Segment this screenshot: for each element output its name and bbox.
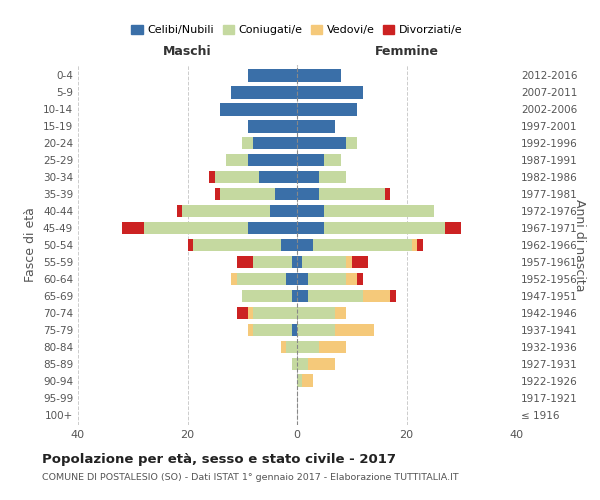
Bar	[237, 272, 286, 285]
Bar	[335, 324, 374, 336]
Bar	[297, 86, 362, 99]
Bar	[281, 238, 297, 252]
Bar	[297, 290, 308, 302]
Bar	[352, 256, 368, 268]
Text: Popolazione per età, sesso e stato civile - 2017: Popolazione per età, sesso e stato civil…	[42, 452, 396, 466]
Bar	[259, 170, 297, 183]
Bar	[297, 306, 335, 320]
Bar	[248, 306, 253, 320]
Bar	[286, 272, 297, 285]
Bar	[313, 238, 412, 252]
Bar	[325, 154, 341, 166]
Y-axis label: Fasce di età: Fasce di età	[25, 208, 37, 282]
Bar	[220, 188, 275, 200]
Bar	[215, 170, 259, 183]
Bar	[297, 340, 319, 353]
Bar	[390, 290, 395, 302]
Text: COMUNE DI POSTALESIO (SO) - Dati ISTAT 1° gennaio 2017 - Elaborazione TUTTITALIA: COMUNE DI POSTALESIO (SO) - Dati ISTAT 1…	[42, 472, 458, 482]
Bar	[237, 256, 253, 268]
Bar	[297, 120, 335, 132]
Bar	[275, 188, 297, 200]
Legend: Celibi/Nubili, Coniugati/e, Vedovi/e, Divorziati/e: Celibi/Nubili, Coniugati/e, Vedovi/e, Di…	[127, 20, 467, 40]
Text: Femmine: Femmine	[374, 45, 439, 58]
Bar	[297, 103, 357, 116]
Bar	[325, 204, 434, 218]
Bar	[346, 256, 352, 268]
Bar	[319, 340, 346, 353]
Bar	[297, 204, 325, 218]
Y-axis label: Anni di nascita: Anni di nascita	[573, 198, 586, 291]
Bar	[248, 69, 297, 82]
Bar	[182, 204, 269, 218]
Bar	[237, 306, 248, 320]
Bar	[308, 272, 346, 285]
Bar	[297, 374, 302, 387]
Bar	[445, 222, 461, 234]
Bar	[319, 188, 385, 200]
Bar	[232, 272, 237, 285]
Bar	[286, 340, 297, 353]
Bar	[308, 290, 362, 302]
Bar	[292, 256, 297, 268]
Bar	[209, 170, 215, 183]
Bar	[215, 188, 220, 200]
Bar	[253, 136, 297, 149]
Bar	[297, 136, 346, 149]
Bar	[308, 358, 335, 370]
Bar	[302, 374, 313, 387]
Bar	[292, 358, 297, 370]
Bar	[220, 103, 297, 116]
Bar	[248, 222, 297, 234]
Text: Maschi: Maschi	[163, 45, 212, 58]
Bar	[248, 120, 297, 132]
Bar	[297, 154, 325, 166]
Bar	[242, 290, 292, 302]
Bar	[281, 340, 286, 353]
Bar	[253, 306, 297, 320]
Bar	[232, 86, 297, 99]
Bar	[335, 306, 346, 320]
Bar	[302, 256, 346, 268]
Bar	[242, 136, 253, 149]
Bar	[292, 290, 297, 302]
Bar	[226, 154, 248, 166]
Bar	[385, 188, 390, 200]
Bar	[297, 324, 335, 336]
Bar	[297, 256, 302, 268]
Bar	[292, 324, 297, 336]
Bar	[193, 238, 281, 252]
Bar	[362, 290, 390, 302]
Bar	[187, 238, 193, 252]
Bar	[297, 188, 319, 200]
Bar	[325, 222, 445, 234]
Bar	[412, 238, 418, 252]
Bar	[297, 272, 308, 285]
Bar	[297, 69, 341, 82]
Bar	[122, 222, 144, 234]
Bar	[297, 238, 313, 252]
Bar	[297, 170, 319, 183]
Bar	[144, 222, 248, 234]
Bar	[253, 256, 292, 268]
Bar	[253, 324, 292, 336]
Bar	[248, 154, 297, 166]
Bar	[176, 204, 182, 218]
Bar	[418, 238, 423, 252]
Bar	[248, 324, 253, 336]
Bar	[346, 136, 357, 149]
Bar	[297, 358, 308, 370]
Bar	[297, 222, 325, 234]
Bar	[357, 272, 363, 285]
Bar	[269, 204, 297, 218]
Bar	[346, 272, 357, 285]
Bar	[319, 170, 346, 183]
